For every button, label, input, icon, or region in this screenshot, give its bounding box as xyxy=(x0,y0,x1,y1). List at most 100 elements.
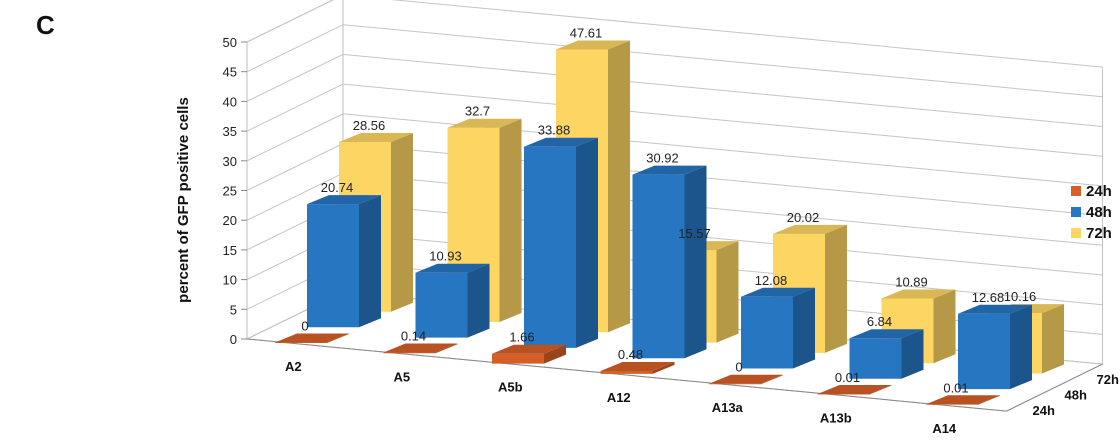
data-label: 10.16 xyxy=(1004,289,1037,304)
bar-side xyxy=(391,133,413,312)
bar-side xyxy=(1010,304,1032,390)
bar-24h-A2 xyxy=(275,333,349,343)
bar-front xyxy=(926,404,978,405)
bar-side xyxy=(435,343,458,354)
gridline xyxy=(246,83,1103,157)
data-label: 32.7 xyxy=(465,104,490,119)
bar-top xyxy=(524,137,598,147)
legend-label: 72h xyxy=(1086,225,1112,242)
bar-front xyxy=(383,352,436,354)
gridline xyxy=(246,113,1103,187)
bar-side xyxy=(1042,304,1064,374)
y-tick-label: 10 xyxy=(223,273,237,288)
x-tick-label: A5b xyxy=(498,380,523,395)
bar-side xyxy=(608,40,630,333)
bar-top xyxy=(447,118,522,128)
data-label: 0 xyxy=(735,360,742,375)
bar-side xyxy=(327,333,349,343)
y-tick-label: 45 xyxy=(223,65,237,80)
bar-48h-A14 xyxy=(958,304,1032,390)
y-tick-label: 50 xyxy=(223,35,237,50)
y-tick-label: 15 xyxy=(223,243,237,258)
bar-top xyxy=(849,329,924,339)
bar-top xyxy=(709,374,783,384)
bar-top xyxy=(383,343,458,353)
bar-top xyxy=(307,195,381,205)
bar-front xyxy=(849,338,902,379)
legend-swatch xyxy=(1071,207,1081,217)
y-tick-label: 20 xyxy=(223,213,237,228)
y-tick-label: 35 xyxy=(223,124,237,139)
data-label: 12.08 xyxy=(755,273,788,288)
panel-letter: C xyxy=(36,10,55,40)
bar-side xyxy=(933,289,956,364)
x-tick-label: A13b xyxy=(820,411,852,426)
bar-front xyxy=(817,394,870,395)
depth-tick-label: 48h xyxy=(1065,387,1087,402)
bar-front xyxy=(958,313,1010,390)
chart-legend: 24h 48h 72h xyxy=(1071,183,1112,242)
bar-24h-A13a xyxy=(709,374,783,385)
legend-label: 48h xyxy=(1086,204,1112,221)
bar-front xyxy=(741,296,793,369)
gridline xyxy=(246,0,1103,68)
bar-48h-A5b xyxy=(524,137,598,348)
bar-side xyxy=(761,374,783,385)
data-label: 20.74 xyxy=(321,180,354,195)
data-label: 47.61 xyxy=(570,25,603,40)
depth-axis-line xyxy=(1006,363,1103,412)
bar-front xyxy=(307,204,359,328)
bar-front xyxy=(709,383,761,385)
legend-label: 24h xyxy=(1086,183,1112,200)
bar-side xyxy=(359,195,381,328)
data-label: 0.01 xyxy=(835,370,860,385)
data-label: 20.02 xyxy=(787,210,820,225)
bar-top xyxy=(958,304,1032,314)
bar-side xyxy=(576,137,598,348)
bar-side xyxy=(716,241,739,343)
bar-side xyxy=(467,263,490,338)
gridline xyxy=(246,53,1103,127)
bar-24h-A14 xyxy=(926,395,1000,405)
bar-side xyxy=(825,224,847,353)
bar-24h-A5b xyxy=(492,344,566,364)
data-label: 28.56 xyxy=(353,118,386,133)
bar-top xyxy=(773,224,847,234)
bar-top xyxy=(817,385,892,394)
x-axis-line xyxy=(246,338,1007,412)
data-label: 0.48 xyxy=(618,347,643,362)
bar-24h-A5 xyxy=(383,343,458,354)
legend-swatch xyxy=(1071,228,1081,238)
x-tick-label: A13a xyxy=(712,400,744,415)
bar-top xyxy=(600,362,675,371)
bar-side xyxy=(793,287,815,369)
chart-labels: 10.16 10.89 20.02 15.57 47.61 32.7 28.56 12.68 6… xyxy=(285,25,1119,435)
bar-top xyxy=(492,344,566,354)
data-label: 0.01 xyxy=(943,380,968,395)
depth-tick-label: 24h xyxy=(1033,403,1055,418)
bar-top xyxy=(556,40,630,50)
data-label: 0.14 xyxy=(401,328,426,343)
bar-top xyxy=(275,333,349,343)
bar-side xyxy=(901,329,924,379)
bar-48h-A12 xyxy=(632,165,707,359)
x-tick-label: A2 xyxy=(285,359,302,374)
bar-24h-A12 xyxy=(600,362,675,374)
bar-48h-A13b xyxy=(849,329,924,379)
bar-top xyxy=(926,395,1000,405)
data-label: 10.89 xyxy=(895,274,928,289)
bar-24h-A13b xyxy=(817,385,892,395)
bar-side xyxy=(869,385,892,395)
bar-48h-A5 xyxy=(415,263,490,338)
bar-48h-A13a xyxy=(741,287,815,369)
data-label: 33.88 xyxy=(538,123,571,138)
y-axis-title: percent of GFP positive cells xyxy=(175,97,192,303)
bar-front xyxy=(524,146,576,348)
y-tick-label: 25 xyxy=(223,184,237,199)
data-label: 15.57 xyxy=(678,226,711,241)
depth-tick-label: 72h xyxy=(1097,372,1119,387)
bar-front xyxy=(275,342,327,343)
bar-front xyxy=(415,272,468,338)
bar-top xyxy=(741,287,815,297)
